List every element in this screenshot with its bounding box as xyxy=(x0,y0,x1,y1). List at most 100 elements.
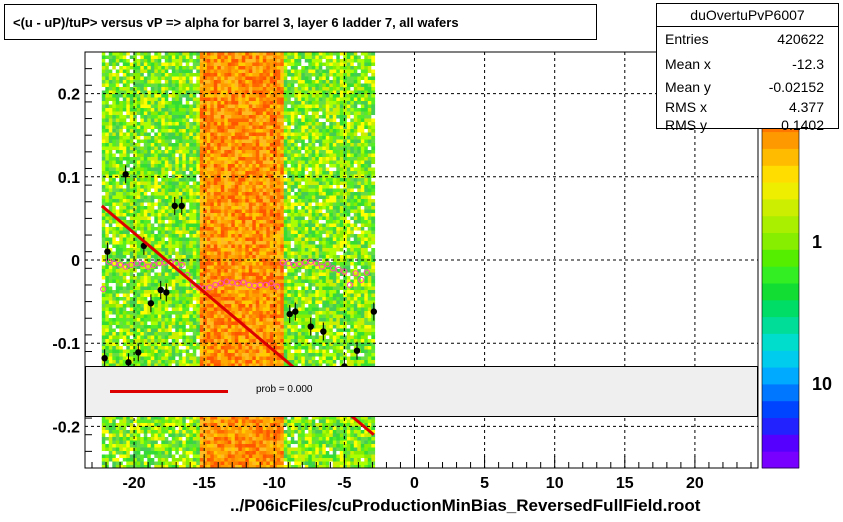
heatmap-cell xyxy=(224,416,229,420)
heatmap-cell xyxy=(101,321,106,326)
heatmap-cell xyxy=(192,150,197,154)
heatmap-cell xyxy=(213,451,218,455)
heatmap-cell xyxy=(119,136,124,140)
heatmap-cell xyxy=(168,423,173,427)
heatmap-cell xyxy=(196,164,201,168)
heatmap-cell xyxy=(101,132,106,137)
heatmap-cell xyxy=(231,202,236,207)
heatmap-cell xyxy=(199,125,204,130)
heatmap-cell xyxy=(196,223,201,228)
heatmap-cell xyxy=(122,346,127,350)
heatmap-cell xyxy=(185,143,190,147)
heatmap-cell xyxy=(105,157,110,161)
heatmap-cell xyxy=(238,192,243,196)
heatmap-cell xyxy=(238,335,243,340)
heatmap-cell xyxy=(108,297,113,301)
heatmap-cell xyxy=(129,346,134,350)
heatmap-cell xyxy=(182,178,187,182)
heatmap-cell xyxy=(143,220,148,224)
heatmap-cell xyxy=(199,416,204,420)
heatmap-cell xyxy=(203,416,208,420)
heatmap-cell xyxy=(196,297,201,301)
heatmap-cell xyxy=(189,90,194,95)
heatmap-cell xyxy=(196,87,201,91)
heatmap-cell xyxy=(171,83,176,88)
heatmap-cell xyxy=(140,188,145,193)
heatmap-cell xyxy=(203,241,208,245)
heatmap-cell xyxy=(168,416,173,420)
heatmap-cell xyxy=(241,461,246,466)
heatmap-cell xyxy=(164,423,169,427)
heatmap-cell xyxy=(157,314,162,319)
heatmap-cell xyxy=(143,185,148,189)
heatmap-cell xyxy=(192,220,197,224)
heatmap-cell xyxy=(227,150,232,154)
heatmap-cell xyxy=(192,223,197,228)
heatmap-cell xyxy=(182,220,187,224)
heatmap-cell xyxy=(101,269,106,273)
heatmap-cell xyxy=(136,132,141,137)
heatmap-cell xyxy=(154,129,159,133)
heatmap-cell xyxy=(147,181,152,186)
heatmap-cell xyxy=(234,83,239,88)
heatmap-cell xyxy=(115,160,120,165)
heatmap-cell xyxy=(122,360,127,364)
heatmap-cell xyxy=(129,90,134,95)
heatmap-cell xyxy=(161,444,166,448)
heatmap-cell xyxy=(213,272,218,277)
heatmap-cell xyxy=(119,454,124,459)
heatmap-cell xyxy=(140,314,145,319)
heatmap-cell xyxy=(220,122,225,126)
heatmap-cell xyxy=(175,430,180,434)
heatmap-cell xyxy=(126,314,131,319)
heatmap-cell xyxy=(126,143,131,147)
heatmap-cell xyxy=(245,136,250,140)
heatmap-cell xyxy=(199,90,204,95)
heatmap-cell xyxy=(206,213,211,217)
heatmap-cell xyxy=(101,178,106,182)
heatmap-cell xyxy=(238,94,243,98)
heatmap-cell xyxy=(154,346,159,350)
heatmap-cell xyxy=(147,454,152,459)
heatmap-cell xyxy=(175,332,180,336)
heatmap-cell xyxy=(238,234,243,238)
heatmap-cell xyxy=(227,314,232,319)
heatmap-cell xyxy=(199,353,204,357)
heatmap-cell xyxy=(203,80,208,84)
heatmap-cell xyxy=(234,321,239,326)
heatmap-cell xyxy=(157,363,162,368)
heatmap-cell xyxy=(119,318,124,322)
heatmap-cell xyxy=(199,346,204,350)
heatmap-cell xyxy=(115,356,120,361)
heatmap-cell xyxy=(147,241,152,245)
heatmap-cell xyxy=(108,269,113,273)
heatmap-cell xyxy=(129,290,134,294)
heatmap-cell xyxy=(203,206,208,210)
heatmap-cell xyxy=(171,304,176,308)
heatmap-cell xyxy=(241,87,246,91)
heatmap-cell xyxy=(168,230,173,235)
heatmap-cell xyxy=(115,255,120,259)
heatmap-cell xyxy=(122,444,127,448)
heatmap-cell xyxy=(112,167,117,172)
heatmap-cell xyxy=(220,447,225,452)
heatmap-cell xyxy=(140,265,145,270)
heatmap-cell xyxy=(189,188,194,193)
heatmap-cell xyxy=(206,258,211,263)
heatmap-cell xyxy=(206,76,211,81)
heatmap-cell xyxy=(122,328,127,333)
heatmap-cell xyxy=(182,465,187,468)
heatmap-cell xyxy=(182,150,187,154)
heatmap-cell xyxy=(206,419,211,424)
heatmap-cell xyxy=(115,66,120,70)
heatmap-cell xyxy=(203,55,208,60)
heatmap-cell xyxy=(105,318,110,322)
heatmap-cell xyxy=(185,122,190,126)
heatmap-cell xyxy=(112,265,117,270)
heatmap-cell xyxy=(168,272,173,277)
heatmap-cell xyxy=(119,283,124,287)
heatmap-cell xyxy=(189,265,194,270)
heatmap-cell xyxy=(238,416,243,420)
heatmap-cell xyxy=(231,325,236,329)
heatmap-cell xyxy=(129,335,134,340)
